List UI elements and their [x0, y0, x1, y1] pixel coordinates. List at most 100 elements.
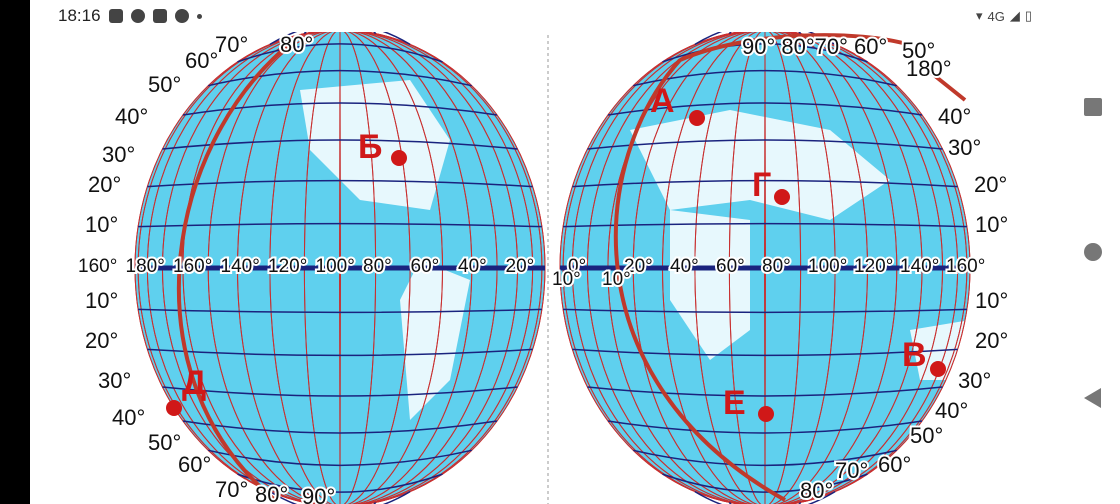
hemispheres-map: 160° 180° 160° 140° 120° 100° 80° 60° 40° 20° 0° 20… [76, 9, 1010, 504]
navigation-bar [1062, 0, 1120, 504]
latitude-label: 40° [935, 398, 968, 423]
equator-label: 60° [411, 256, 440, 277]
latitude-label: 50° [910, 423, 943, 448]
network-type: 4G [987, 8, 1005, 24]
equator-label: 20° [506, 256, 535, 277]
recent-apps-button[interactable] [1084, 98, 1102, 116]
messenger-icon [130, 9, 145, 23]
equator-label: 40° [458, 256, 487, 277]
latitude-label: 20° [85, 328, 118, 353]
equator-label: 160° [946, 256, 985, 277]
equator-label: 160° [78, 256, 117, 277]
latitude-label: 20° [88, 172, 121, 197]
point-marker [391, 150, 407, 166]
latitude-label: 40° [938, 104, 971, 129]
parallel [694, 491, 836, 504]
equator-label: 100° [808, 256, 847, 277]
latitude-label: 20° [974, 172, 1007, 197]
latitude-label: 60° [878, 452, 911, 477]
point-marker [166, 400, 182, 416]
parallel [208, 69, 472, 87]
parallel [162, 386, 518, 397]
equator-label: 120° [268, 256, 307, 277]
landmass [630, 110, 890, 220]
parallel [607, 102, 923, 116]
latitude-label: 30° [948, 135, 981, 160]
point-marker [930, 361, 946, 377]
parallel [662, 473, 868, 493]
back-button[interactable] [1084, 388, 1101, 408]
point-label: А [650, 82, 675, 120]
equator-label: 10° [552, 269, 581, 290]
latitude-label: 70° [215, 32, 248, 57]
parallel [563, 308, 967, 314]
parallel [138, 308, 542, 314]
landmass [300, 80, 450, 210]
parallel [147, 348, 533, 357]
landmass [400, 260, 470, 420]
parallel [237, 43, 443, 63]
latitude-label: 10° [975, 288, 1008, 313]
parallel [633, 449, 897, 467]
status-right: ▾ 4G ◢ ▯ [976, 8, 1032, 24]
parallel [182, 102, 498, 116]
parallel [138, 222, 542, 228]
latitude-label: 60° [185, 48, 218, 73]
point-marker [689, 110, 705, 126]
point-label: Е [723, 384, 746, 422]
point-label: Б [358, 128, 382, 166]
equator-label: 0° [568, 256, 586, 277]
instagram-icon [152, 9, 167, 23]
latitude-label: 60° [178, 452, 211, 477]
latitude-label: 10° [85, 212, 118, 237]
point-label: Д [182, 364, 206, 402]
latitude-label: 50° [148, 430, 181, 455]
parallel [182, 420, 498, 434]
latitude-label: 30° [102, 142, 135, 167]
parallel [237, 473, 443, 493]
point-marker [758, 406, 774, 422]
latitude-label: 50° [902, 38, 935, 63]
status-bar: 18:16 ▾ 4G ◢ ▯ [30, 0, 1062, 32]
battery-icon: ▯ [1024, 8, 1032, 23]
parallel [607, 420, 923, 434]
great-circle-left [177, 40, 294, 502]
parallel [572, 179, 958, 188]
equator-label: 80° [762, 256, 791, 277]
clock: 18:16 [58, 6, 101, 25]
viber-icon [174, 9, 189, 23]
dot-icon [196, 13, 202, 19]
parallel [662, 43, 868, 63]
great-circle-right [613, 33, 967, 502]
home-button[interactable] [1084, 243, 1102, 261]
latitude-label: 30° [958, 368, 991, 393]
equator-label: 60° [716, 256, 745, 277]
latitude-label: 30° [98, 368, 131, 393]
equator-label: 140° [900, 256, 939, 277]
parallel [208, 449, 472, 467]
parallel [147, 179, 533, 188]
equator-label: 20° [624, 256, 653, 277]
latitude-label: 70° [835, 458, 868, 483]
equator-label: 80° [363, 256, 392, 277]
latitude-label: 40° [115, 104, 148, 129]
parallel [269, 491, 411, 504]
parallel [587, 139, 943, 150]
equator-label: 180° [126, 256, 165, 277]
parallel [572, 348, 958, 357]
latitude-label: 80° [800, 478, 833, 503]
latitude-label: 10° [85, 288, 118, 313]
point-label: Г [752, 166, 771, 204]
equator-label: 160° [173, 256, 212, 277]
signal-icon: ◢ [1009, 8, 1020, 23]
top-right-label: 90° 80°70° 60° [742, 34, 887, 59]
parallel [587, 386, 943, 397]
wifi-icon: ▾ [975, 8, 983, 23]
latitude-label: 50° [148, 72, 181, 97]
notification-icon [108, 9, 123, 23]
latitude-label: 40° [112, 405, 145, 430]
equator-label: 40° [670, 256, 699, 277]
latitude-label: 80° [255, 482, 288, 504]
point-marker [774, 189, 790, 205]
parallel [162, 139, 518, 150]
